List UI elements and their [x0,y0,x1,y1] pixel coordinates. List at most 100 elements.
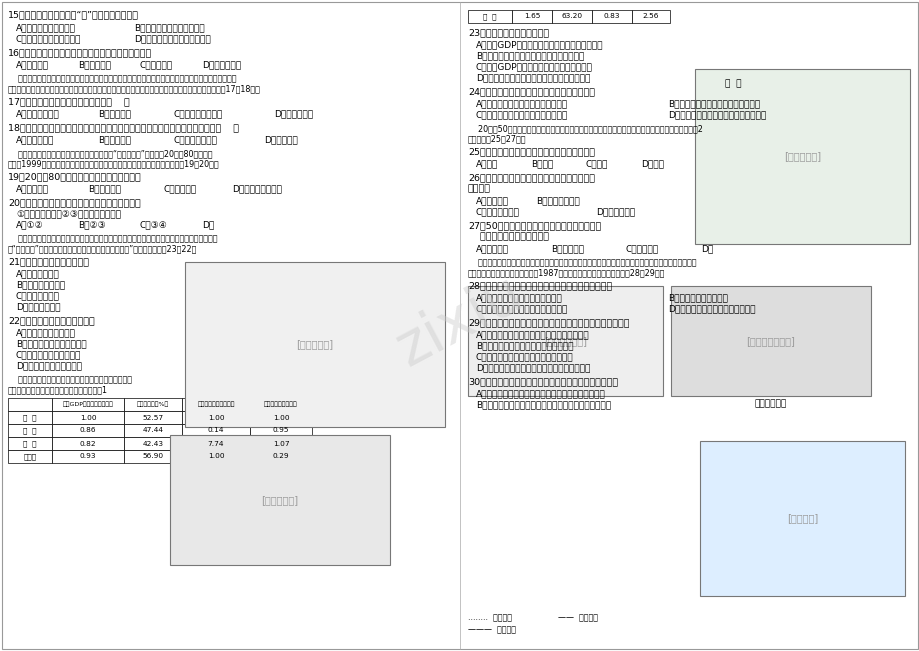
Bar [52,450,124,463]
Text: C．浙江进展规模最多的产业条件最佳: C．浙江进展规模最多的产业条件最佳 [475,110,568,119]
Text: 人均GDP与全国平均値之比: 人均GDP与全国平均値之比 [62,402,113,408]
Text: 乘火车沿兰新铁路自般无至兰州，在中上和平坦周经过腾格里沙漠（如下图）时，看到图中所示的草方格: 乘火车沿兰新铁路自般无至兰州，在中上和平坦周经过腾格里沙漠（如下图）时，看到图中… [468,258,696,267]
Text: 人口对水资源压力指数: 人口对水资源压力指数 [197,402,234,408]
Text: A．泥沙淤积: A．泥沙淤积 [16,184,49,193]
Text: ———  高速铁路: ——— 高速铁路 [468,625,516,634]
Text: 20．疏浚、恢复湖泊湿地，对銀川环境的直接影响: 20．疏浚、恢复湖泊湿地，对銀川环境的直接影响 [8,198,141,207]
Bar [124,398,182,411]
Text: 天  山: 天 山 [724,79,741,88]
Bar [8,398,52,411]
Text: 1.00: 1.00 [272,415,289,421]
Text: C．增固土层成腑熟，有利于植物生长: C．增固土层成腑熟，有利于植物生长 [475,304,568,313]
Text: 该区域的城镇分布受经控于: 该区域的城镇分布受经控于 [468,232,549,241]
Text: C．耕地: C．耕地 [585,159,607,168]
Text: D．: D． [700,244,712,253]
Text: 所示。完成25～27题。: 所示。完成25～27题。 [468,134,526,143]
Text: 沙景观。该草格、沙治措施，曾获1987年国家科学技术进步特等奖。完成28～29题。: 沙景观。该草格、沙治措施，曾获1987年国家科学技术进步特等奖。完成28～29题… [468,268,664,277]
Text: B．植被退耕: B．植被退耕 [98,135,130,144]
Text: D．黑龙江流域: D．黑龙江流域 [274,109,312,118]
Text: 29．为促进该区域可持续进展，所实行的措施中，最合理的有: 29．为促进该区域可持续进展，所实行的措施中，最合理的有 [468,318,629,327]
Text: C．河流分布: C．河流分布 [625,244,658,253]
Text: A．大湖委缩而成: A．大湖委缩而成 [16,269,60,278]
Bar [124,450,182,463]
Text: C．雅鲁藏布江流域: C．雅鲁藏布江流域 [174,109,223,118]
Text: B．气候变暖: B．气候变暖 [88,184,121,193]
Text: D．远离坡坥以避免塌陷、滑坡: D．远离坡坥以避免塌陷、滑坡 [134,34,210,43]
Text: zixiu: zixiu [387,264,532,378]
Text: 0.86: 0.86 [80,428,96,434]
Text: D．: D． [202,220,214,229]
Text: [天山铁路图]: [天山铁路图] [783,152,820,161]
Text: C．易受沙来威逆: C．易受沙来威逆 [475,207,519,216]
Bar [52,398,124,411]
Text: A．工业发达，工业技术水平高，商品和半生产力气旺: A．工业发达，工业技术水平高，商品和半生产力气旺 [475,389,605,398]
Text: A．地形分布: A．地形分布 [475,244,508,253]
Text: B．聚落: B．聚落 [530,159,552,168]
Text: 17．下列河流中，绿水比例最大的是（    ）: 17．下列河流中，绿水比例最大的是（ ） [8,97,130,106]
Text: A．人均GDP水平越高，则人口对水资源压力越大: A．人均GDP水平越高，则人口对水资源压力越大 [475,40,603,49]
Text: 30．上海在商业贸易进展方面的优势区位条件不正确的是: 30．上海在商业贸易进展方面的优势区位条件不正确的是 [468,377,618,386]
Text: 21．月牙形敏水凹地的成因是: 21．月牙形敏水凹地的成因是 [8,257,89,266]
Text: C．靠近坡坥上部以防洪水: C．靠近坡坥上部以防洪水 [16,34,81,43]
Text: D．林木蓄积量: D．林木蓄积量 [202,60,241,69]
Text: [草方格示意图]: [草方格示意图] [543,336,586,346]
Text: 7.74: 7.74 [208,441,224,447]
Text: [敦煌地貌图]: [敦煌地貌图] [296,340,334,350]
Text: 15．为趣利避害，这些以“川”为名的聚落选址宜: 15．为趣利避害，这些以“川”为名的聚落选址宜 [8,10,139,19]
Text: A．塔里木河流域: A．塔里木河流域 [16,109,60,118]
Text: 25．推断外国专家在图示区域铁路走线时考虑最: 25．推断外国专家在图示区域铁路走线时考虑最 [468,147,595,156]
Bar [124,424,182,437]
Text: B．降水变少，南水称份锐减: B．降水变少，南水称份锐减 [16,339,86,348]
Bar [182,411,250,424]
Text: 0.14: 0.14 [208,428,224,434]
Bar [250,450,312,463]
Text: D．修建梯田: D．修建梯田 [264,135,298,144]
Bar [124,437,182,450]
Bar [170,435,390,565]
Text: 0.83: 0.83 [603,14,619,20]
Bar [631,10,669,23]
Bar [124,411,182,424]
Text: 青  海: 青 海 [23,427,37,434]
Bar [670,286,870,396]
Text: 1.00: 1.00 [208,415,224,421]
Text: 由可能是: 由可能是 [468,184,491,193]
Text: 19．20世纪80年月銀川周边湖泊所剩无几的主: 19．20世纪80年月銀川周边湖泊所剩无几的主 [8,172,142,181]
Text: B．困难城镇过远: B．困难城镇过远 [536,196,579,205]
Text: ........  草模范围: ........ 草模范围 [468,613,512,622]
Text: 24．四省相比，关于产业进展条件叙述正确的是: 24．四省相比，关于产业进展条件叙述正确的是 [468,87,595,96]
Text: D．地形: D．地形 [641,159,664,168]
Text: 发（腾）的部分，其中被植物蒸腾的部分称为生产性绿水，被蒸发的部分被称为非生产性绿水。据此完成17～18题。: 发（腾）的部分，其中被植物蒸腾的部分称为生产性绿水，被蒸发的部分被称为非生产性绿… [8,84,261,93]
Text: A．紧临河岸以便利取水: A．紧临河岸以便利取水 [16,23,75,32]
Text: A．青海大力进展高科技产业条件最佳: A．青海大力进展高科技产业条件最佳 [475,99,568,108]
Text: 全  国: 全 国 [23,414,37,421]
Text: 18．在干旱和半干旱地区，下列措施中，使绿水中生产性绿水比就提高最多的是（    ）: 18．在干旱和半干旱地区，下列措施中，使绿水中生产性绿水比就提高最多的是（ ） [8,123,239,132]
Text: 城市化水平（%）: 城市化水平（%） [137,402,169,408]
Bar [8,437,52,450]
Bar [52,424,124,437]
Bar [512,10,551,23]
Text: D．工程量过大: D．工程量过大 [596,207,634,216]
Bar [468,10,512,23]
Text: B．绻洲分布: B．绻洲分布 [550,244,584,253]
Text: 2.56: 2.56 [642,14,659,20]
Text: 22．泉水日趋干枯的主要缘由是: 22．泉水日趋干枯的主要缘由是 [8,316,95,325]
Text: C．风沙沉积，古河道湮塞: C．风沙沉积，古河道湮塞 [16,350,81,359]
Text: D．麦草这一类农科丰富，成本低廉: D．麦草这一类农科丰富，成本低廉 [667,304,754,313]
Bar [182,450,250,463]
Bar [52,437,124,450]
Text: A．气候变暖，蒸发增加: A．气候变暖，蒸发增加 [16,328,75,337]
Bar [591,10,631,23]
Text: C．覆膜种农作物: C．覆膜种农作物 [174,135,218,144]
Bar [185,262,445,427]
Text: A．线路过长: A．线路过长 [475,196,508,205]
Text: B．城市化水平越低，则人口对耕地压力越小: B．城市化水平越低，则人口对耕地压力越小 [475,51,584,60]
Text: D．风力侵蚀而成: D．风力侵蚀而成 [16,302,61,311]
Text: 0.93: 0.93 [80,454,96,460]
Text: C．川地面积: C．川地面积 [140,60,173,69]
Text: 草草方格沙障: 草草方格沙障 [754,399,787,408]
Text: 人口规模适宜程度的指标之一。读表，完成第1: 人口规模适宜程度的指标之一。读表，完成第1 [8,385,108,394]
Text: C．利用地的多变种和风化，进展旅游业: C．利用地的多变种和风化，进展旅游业 [475,352,573,361]
Text: A．扩大麦草方格沙障的范围，并大量植树造林: A．扩大麦草方格沙障的范围，并大量植树造林 [475,330,589,339]
Text: 0.95: 0.95 [272,428,289,434]
